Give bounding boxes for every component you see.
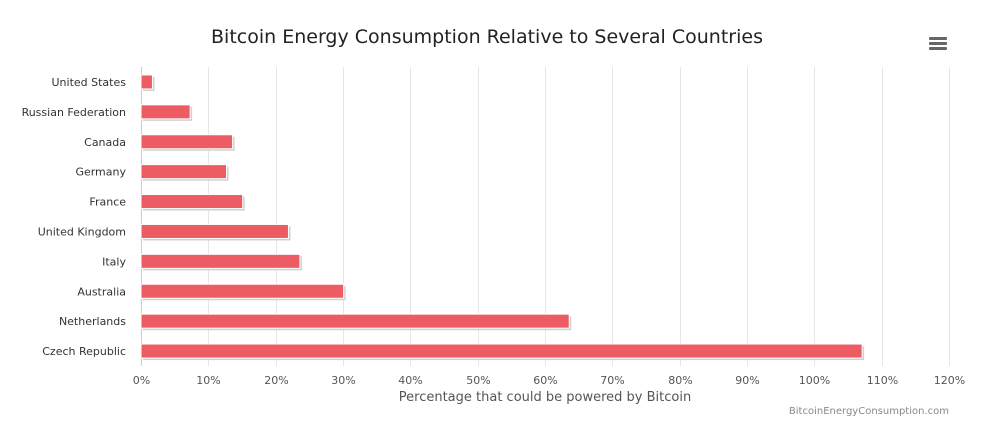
chart-menu-icon[interactable] [926,33,950,53]
x-tick-label: 110% [867,374,898,387]
y-category-label: Australia [77,285,126,298]
y-category-label: Canada [84,136,126,149]
chart-title: Bitcoin Energy Consumption Relative to S… [211,26,763,48]
bar [140,194,244,210]
x-tick-label: 120% [934,374,965,387]
x-tick-label: 40% [398,374,422,387]
x-tick-label: 70% [600,374,624,387]
x-tick-label: 20% [264,374,288,387]
y-category-label: Czech Republic [42,345,126,358]
x-tick-label: 100% [799,374,830,387]
bar [140,164,228,180]
x-tick-label: 0% [133,374,150,387]
y-category-label: Germany [75,166,126,179]
y-category-label: France [89,196,126,209]
bar [140,313,570,329]
x-tick-label: 90% [735,374,759,387]
bar [140,74,153,90]
bar [140,134,234,150]
bar [140,223,289,239]
y-category-label: Russian Federation [22,106,126,119]
x-tick-label: 30% [331,374,355,387]
y-category-label: Netherlands [59,315,126,328]
bar [140,283,345,299]
y-category-label: United Kingdom [38,225,126,238]
bar [140,104,191,120]
x-tick-label: 60% [533,374,557,387]
x-tick-label: 50% [466,374,490,387]
x-axis-title: Percentage that could be powered by Bitc… [398,390,692,405]
x-tick-label: 80% [668,374,692,387]
y-category-label: Italy [102,255,126,268]
bar [140,253,301,269]
bar [140,343,863,359]
credits-link[interactable]: BitcoinEnergyConsumption.com [788,406,949,417]
y-category-label: United States [52,76,127,89]
x-tick-label: 10% [196,374,220,387]
